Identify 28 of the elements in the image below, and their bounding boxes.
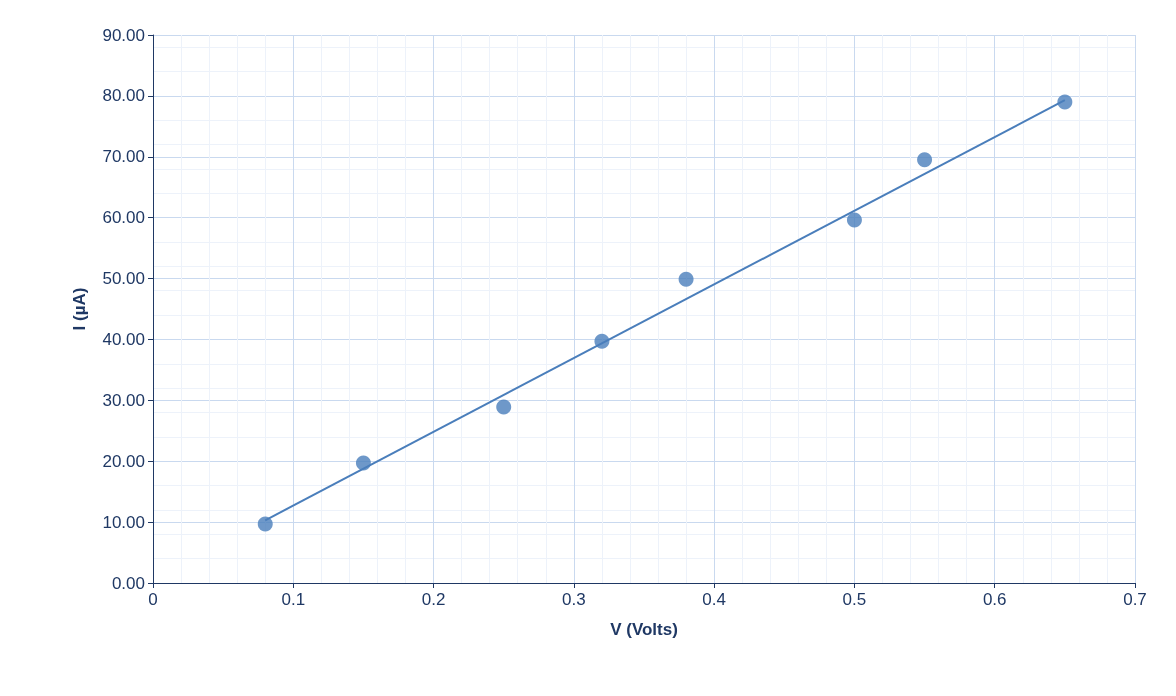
y-tick-label: 0.00 xyxy=(111,573,145,593)
y-tick-label: 50.00 xyxy=(102,269,145,289)
point xyxy=(594,333,610,349)
y-axis-title: I (µA) xyxy=(70,287,89,331)
y-tick-label: 90.00 xyxy=(102,25,145,45)
point xyxy=(355,455,371,471)
x-tick-label: 0.5 xyxy=(842,590,867,609)
x-tick-label: 0.3 xyxy=(562,590,586,609)
y-tick-label: 10.00 xyxy=(102,512,145,532)
y-tick-label: 60.00 xyxy=(102,208,145,228)
x-tick-label: 0 xyxy=(148,590,158,609)
x-tick-label: 0.7 xyxy=(1123,590,1147,609)
point xyxy=(1057,94,1073,110)
y-tick-label: 40.00 xyxy=(102,329,145,349)
y-tick-label: 70.00 xyxy=(102,147,145,167)
x-tick-label: 0.2 xyxy=(421,590,446,609)
point xyxy=(257,516,273,532)
point xyxy=(846,212,862,228)
y-tick-label: 30.00 xyxy=(102,390,145,410)
x-axis-title: V (Volts) xyxy=(610,620,678,639)
y-tick-label: 20.00 xyxy=(102,451,145,471)
x-tick-label: 0.4 xyxy=(702,590,726,609)
point xyxy=(678,271,694,287)
x-tick-label: 0.1 xyxy=(281,590,306,609)
x-tick-label: 0.6 xyxy=(982,590,1007,609)
point xyxy=(917,152,933,168)
y-tick-label: 80.00 xyxy=(102,86,145,106)
point xyxy=(496,399,512,415)
